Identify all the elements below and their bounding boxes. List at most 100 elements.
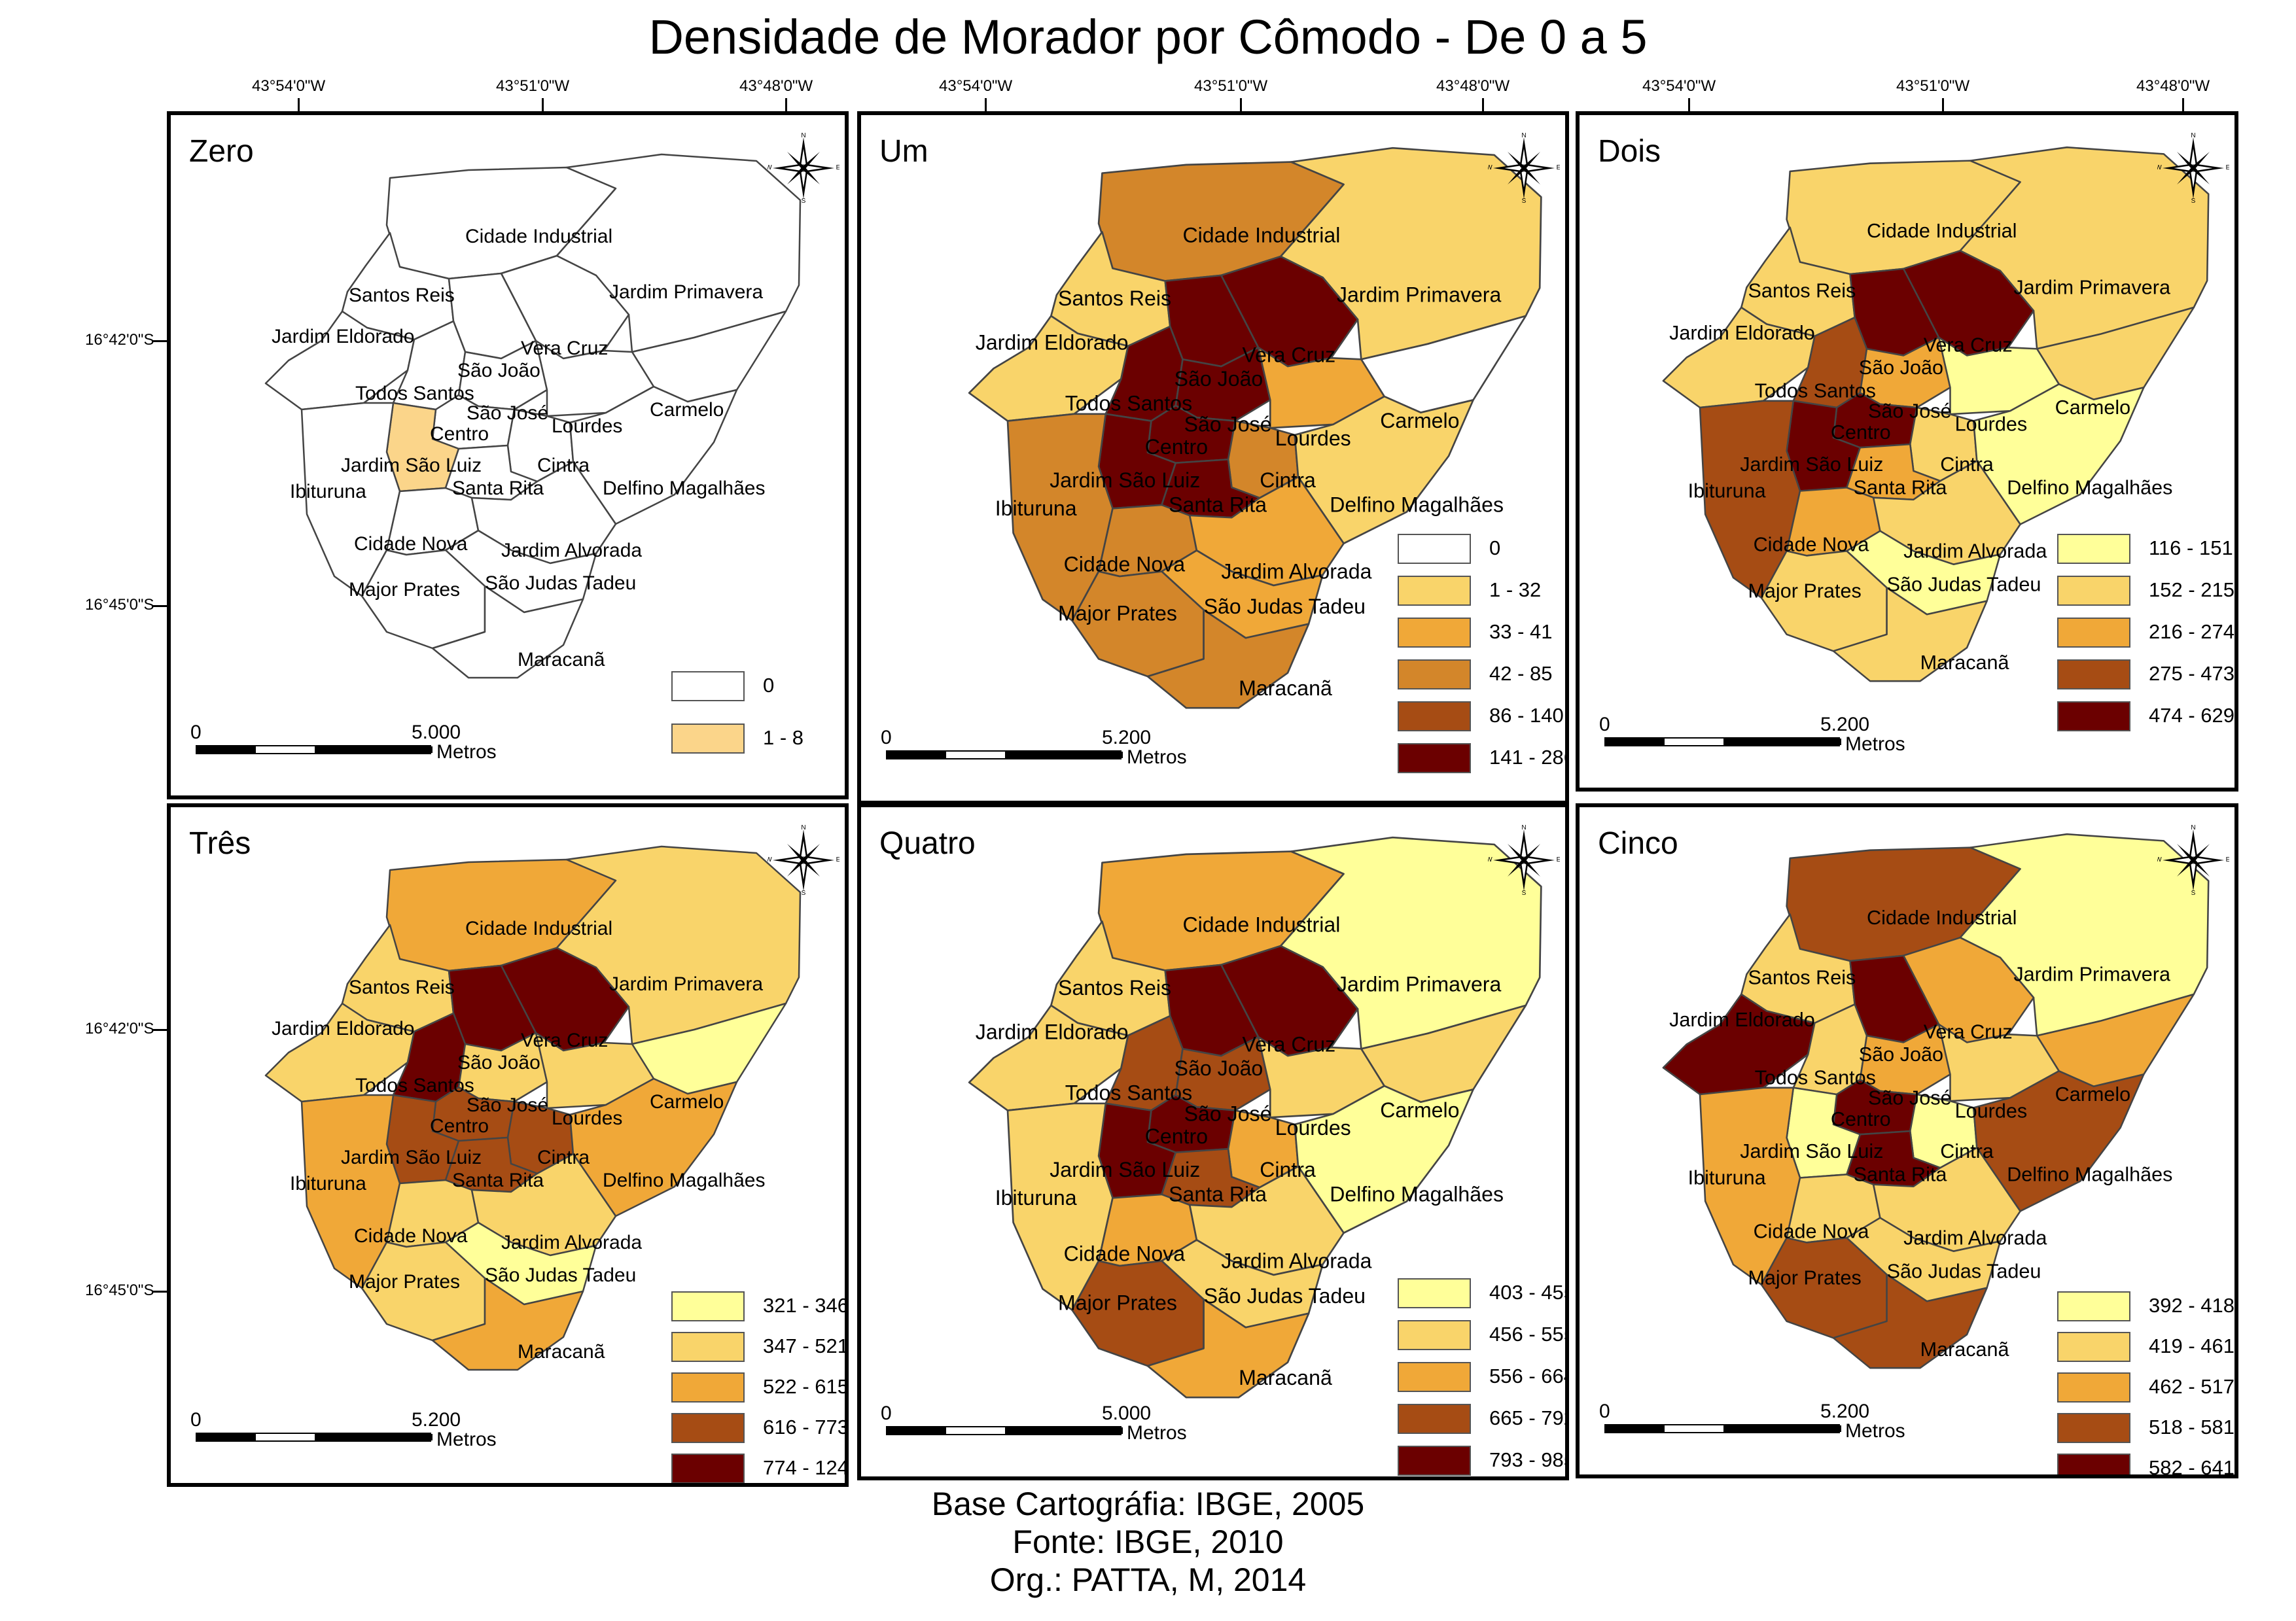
compass-letter: E [2226, 856, 2229, 863]
neighborhood-label: Santa Rita [1854, 477, 1947, 499]
legend-label: 474 - 629 [2149, 704, 2234, 727]
neighborhood-label: São José [1868, 400, 1952, 422]
neighborhood-map: Cidade Industrial Santos Reis Jardim Prima… [1662, 833, 2210, 1369]
neighborhood-label: Ibituruna [995, 497, 1077, 520]
legend-label: 582 - 641 [2149, 1456, 2234, 1478]
scale-segment [315, 746, 433, 753]
scale-segment [1723, 1425, 1841, 1432]
scale-zero: 0 [1599, 1401, 1610, 1422]
legend-label: 141 - 286 [1489, 746, 1569, 769]
scale-bar: 0 5.200 Metros [881, 727, 1252, 779]
neighborhood-label: São José [467, 1094, 548, 1116]
longitude-tick [542, 98, 544, 111]
scale-bar-graphic [1604, 1424, 1841, 1433]
neighborhood-label: Jardim Eldorado [272, 326, 414, 347]
neighborhood-label: São José [1184, 1102, 1272, 1126]
legend-swatch [1398, 618, 1471, 648]
longitude-label: 43°48'0"W [739, 77, 813, 95]
neighborhood-label: Cidade Nova [1754, 533, 1869, 555]
scale-zero: 0 [1599, 714, 1610, 735]
neighborhood-label: Carmelo [1380, 1098, 1459, 1122]
neighborhood-label: São João [1859, 357, 1943, 379]
legend-label: 403 - 455 [1489, 1281, 1569, 1304]
scale-segment [315, 1434, 433, 1440]
legend-label: 616 - 773 [763, 1416, 849, 1438]
compass-letter: N [801, 824, 805, 831]
neighborhood-label: Cintra [537, 455, 590, 476]
neighborhood-label: Jardim Alvorada [1221, 559, 1371, 583]
legend-swatch [2057, 1372, 2130, 1403]
scale-segment [1606, 739, 1665, 745]
neighborhood-label: Delfino Magalhães [1330, 1183, 1504, 1206]
legend-swatch [2057, 701, 2130, 731]
compass-letter: N [2191, 132, 2195, 139]
north-arrow-icon: N S E W [766, 824, 840, 897]
compass-letter: S [2191, 890, 2196, 896]
compass-letter: N [1521, 824, 1526, 831]
neighborhood-label: Maracanã [1920, 652, 2009, 674]
neighborhood-area [1832, 587, 1988, 682]
panel-title: Zero [189, 134, 254, 169]
legend-swatch [671, 1372, 745, 1403]
compass-letter: S [802, 198, 806, 204]
neighborhood-map: Cidade Industrial Santos Reis Jardim Prima… [264, 845, 802, 1371]
neighborhood-label: Centro [1145, 1124, 1208, 1148]
north-arrow-icon: N S E W [766, 132, 840, 205]
neighborhood-area [1832, 1274, 1988, 1369]
neighborhood-label: São João [1174, 1056, 1263, 1080]
scale-bar: 0 5.200 Metros [190, 1409, 562, 1461]
scale-unit: Metros [436, 741, 497, 763]
legend-label: 33 - 41 [1489, 620, 1553, 643]
compass-letter: W [1488, 164, 1492, 171]
latitude-tick [152, 605, 167, 607]
neighborhood-label: Lourdes [1955, 1100, 2028, 1123]
legend-swatch [2057, 1454, 2130, 1474]
legend-label: 321 - 346 [763, 1294, 849, 1317]
neighborhood-label: Vera Cruz [521, 1030, 608, 1051]
neighborhood-label: Jardim São Luiz [341, 455, 482, 476]
neighborhood-label: Jardim Primavera [1337, 283, 1502, 307]
neighborhood-label: Major Prates [349, 1271, 460, 1293]
neighborhood-label: Jardim Alvorada [1903, 540, 2047, 563]
credit-source: Fonte: IBGE, 2010 [1012, 1524, 1284, 1560]
neighborhood-label: Ibituruna [290, 1173, 366, 1194]
neighborhood-label: Cintra [1940, 1140, 1994, 1162]
legend-label: 392 - 418 [2149, 1294, 2234, 1317]
compass-letter: N [801, 132, 805, 139]
compass-letter: W [2157, 856, 2162, 863]
neighborhood-label: Santa Rita [452, 1170, 544, 1191]
legend-swatch [1398, 1446, 1471, 1476]
longitude-label: 43°54'0"W [1642, 77, 1716, 95]
neighborhood-label: São Judas Tadeu [1204, 595, 1366, 618]
neighborhood-label: Centro [430, 423, 489, 445]
scale-unit: Metros [1127, 1422, 1187, 1444]
legend-label: 347 - 521 [763, 1334, 849, 1357]
latitude-label: 16°45'0"S [85, 596, 154, 614]
neighborhood-map: Cidade Industrial Santos Reis Jardim Prima… [1662, 146, 2210, 682]
compass-letter: S [1522, 890, 1527, 896]
neighborhood-label: Cidade Industrial [465, 226, 612, 247]
legend-swatch [2057, 1413, 2130, 1443]
legend-swatch [1398, 701, 1471, 731]
legend-swatch [1398, 1278, 1471, 1308]
neighborhood-label: Jardim Alvorada [1221, 1249, 1371, 1272]
neighborhood-label: Cidade Industrial [1183, 913, 1341, 937]
neighborhood-label: Major Prates [1748, 580, 1861, 602]
legend-label: 152 - 215 [2149, 578, 2234, 601]
legend-label: 665 - 792 [1489, 1406, 1569, 1429]
neighborhood-label: Vera Cruz [1924, 1020, 2013, 1043]
scale-bar: 0 5.000 Metros [881, 1403, 1252, 1455]
neighborhood-label: Cintra [1260, 1158, 1316, 1181]
map-panel-três: Cidade Industrial Santos Reis Jardim Prima… [167, 803, 849, 1487]
legend-swatch [1398, 1404, 1471, 1434]
neighborhood-area [1146, 1299, 1310, 1399]
legend-swatch [1398, 576, 1471, 606]
scale-segment [1005, 752, 1123, 758]
neighborhood-label: Major Prates [1058, 601, 1177, 625]
scale-distance: 5.200 [1102, 727, 1152, 748]
neighborhood-label: Maracanã [518, 1341, 605, 1363]
legend-swatch [2057, 534, 2130, 564]
neighborhood-label: Major Prates [1058, 1291, 1177, 1314]
neighborhood-label: Lourdes [1275, 1116, 1351, 1140]
compass-letter: W [2157, 164, 2162, 171]
